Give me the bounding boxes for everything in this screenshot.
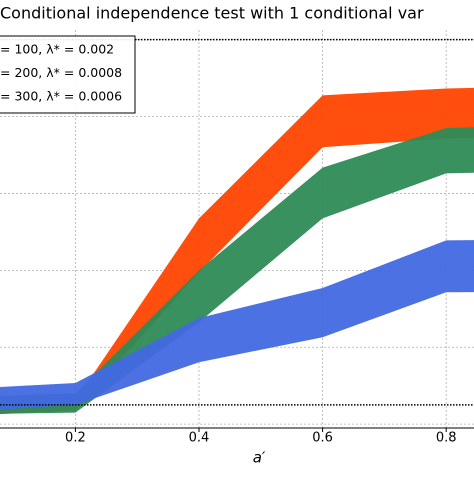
x-axis-label: a′: [253, 449, 266, 467]
band: [0, 87, 474, 415]
band: [0, 127, 474, 414]
legend-label: = 300, λ* = 0.0006: [0, 89, 122, 104]
x-tick-label: 0.8: [436, 431, 457, 446]
bands: [0, 87, 474, 415]
x-tick-label: 0.6: [312, 431, 333, 446]
legend-box: [0, 35, 136, 114]
overlay: 0.2 0.4 0.6 0.8 = 100, λ* = 0.002 = 200, λ* =…: [0, 35, 474, 446]
band: [0, 240, 474, 410]
chart-title: Conditional independence test with 1 con…: [0, 4, 424, 23]
x-tick-label: 0.2: [65, 431, 86, 446]
legend-label: = 200, λ* = 0.0008: [0, 65, 122, 80]
x-tick-label: 0.4: [189, 431, 210, 446]
legend-label: = 100, λ* = 0.002: [0, 42, 114, 57]
